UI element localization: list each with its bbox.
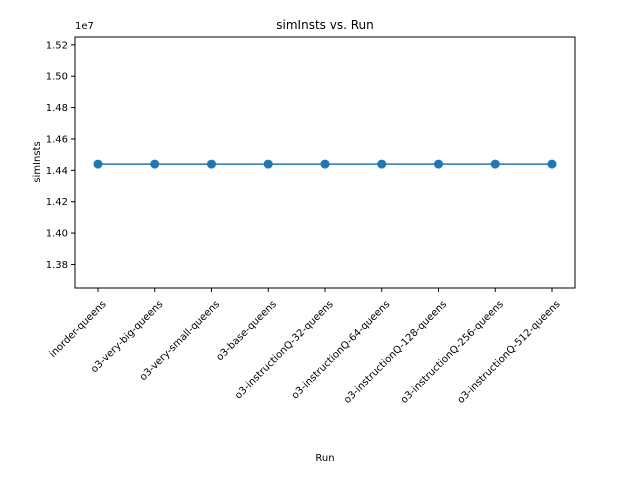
y-tick-label: 1.48 — [46, 103, 68, 114]
data-point — [150, 159, 160, 169]
data-point — [207, 159, 216, 169]
data-point — [263, 159, 273, 169]
y-offset-text: 1e7 — [75, 21, 94, 32]
y-tick-label: 1.40 — [46, 229, 68, 240]
data-point — [434, 159, 443, 169]
data-point — [320, 159, 330, 169]
data-point — [377, 159, 387, 169]
chart-title: simInsts vs. Run — [276, 18, 373, 32]
x-axis-label: Run — [315, 453, 334, 464]
y-axis: 1.38 1.40 1.42 1.44 1.46 1.48 1.50 1.52 — [46, 40, 75, 271]
data-point — [93, 159, 103, 169]
x-tick-label: o3-instructionQ-64-queens — [290, 299, 393, 402]
y-tick-label: 1.46 — [46, 134, 68, 145]
y-tick-label: 1.44 — [46, 166, 68, 177]
x-tick-label: inorder-queens — [48, 299, 109, 360]
y-tick-label: 1.50 — [46, 72, 68, 83]
x-tick-label: o3-instructionQ-256-queens — [399, 299, 506, 406]
plot-frame — [74, 36, 576, 289]
x-tick-label: o3-instructionQ-512-queens — [456, 299, 563, 406]
data-point — [490, 159, 500, 169]
x-tick-label: o3-instructionQ-128-queens — [342, 299, 449, 406]
x-tick-label: o3-instructionQ-32-queens — [233, 299, 336, 402]
series-layer — [93, 159, 557, 169]
y-tick-label: 1.38 — [46, 260, 68, 271]
data-point — [547, 159, 557, 169]
y-tick-label: 1.42 — [46, 197, 68, 208]
y-axis-label: simInsts — [32, 141, 43, 182]
x-tick-label: o3-base-queens — [214, 299, 278, 363]
x-axis: inorder-queenso3-very-big-queenso3-very-… — [48, 288, 563, 406]
y-tick-label: 1.52 — [46, 40, 68, 51]
